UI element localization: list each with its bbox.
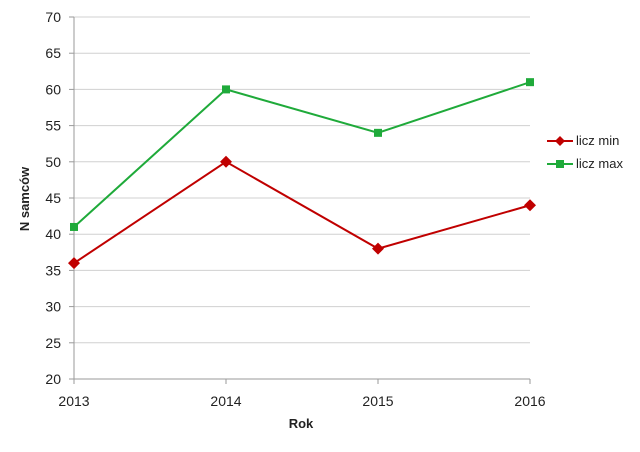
data-point-licz-min [524, 199, 536, 212]
x-tick-label: 2015 [362, 393, 393, 409]
x-tick-label: 2014 [210, 393, 241, 409]
data-point-licz-min [372, 242, 384, 255]
data-point-licz-min [220, 155, 232, 168]
data-point-licz-max [222, 85, 230, 94]
y-tick-label: 35 [45, 262, 61, 278]
y-axis-title: N samców [17, 166, 32, 231]
legend-marker-licz-max [556, 160, 564, 168]
y-tick-label: 60 [45, 81, 61, 97]
x-axis-title: Rok [289, 416, 314, 431]
series-line-licz-min [73, 160, 531, 264]
legend: licz min licz max [547, 133, 623, 171]
axes [69, 16, 531, 384]
legend-marker-licz-min [555, 136, 565, 146]
legend-label-licz-min: licz min [576, 133, 619, 148]
y-tick-label: 25 [45, 335, 61, 351]
x-tick-label: 2013 [58, 393, 89, 409]
y-tick-label: 65 [45, 45, 61, 61]
y-tick-label: 50 [45, 154, 61, 170]
y-tick-label: 55 [45, 118, 61, 134]
data-point-licz-max [70, 222, 78, 231]
x-tick-labels: 2013 2014 2015 2016 [58, 393, 545, 409]
y-tick-labels: 20 25 30 35 40 45 50 55 60 65 70 [45, 9, 61, 387]
y-tick-label: 30 [45, 299, 61, 315]
data-point-licz-min [68, 257, 80, 270]
y-tick-label: 70 [45, 9, 61, 25]
data-point-licz-max [526, 78, 534, 87]
data-point-licz-max [374, 128, 382, 137]
series [68, 78, 536, 270]
x-tick-label: 2016 [514, 393, 545, 409]
gridlines [74, 16, 530, 344]
y-tick-label: 45 [45, 190, 61, 206]
series-line-licz-max [73, 81, 531, 228]
y-tick-label: 20 [45, 371, 61, 387]
y-tick-label: 40 [45, 226, 61, 242]
legend-label-licz-max: licz max [576, 156, 623, 171]
